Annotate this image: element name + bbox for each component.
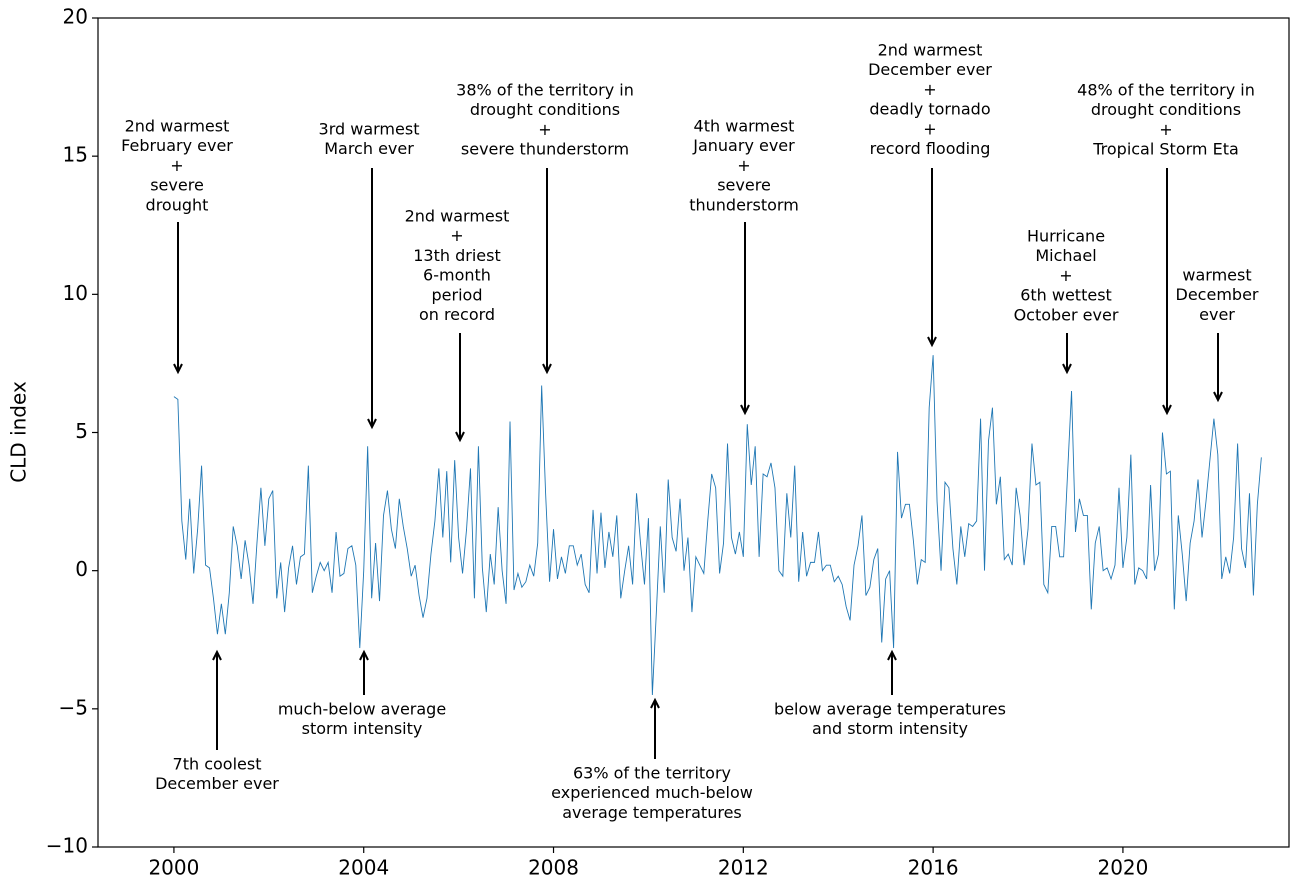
arrow-head (740, 404, 750, 416)
x-tick-label: 2008 (528, 856, 579, 880)
y-tick-label: −10 (46, 834, 88, 858)
x-tick-label: 2000 (148, 856, 199, 880)
annotation-text: 2nd warmest (125, 117, 230, 136)
arrow-head (1062, 363, 1072, 375)
annotation-text: severe (150, 176, 204, 195)
arrow-head (367, 418, 377, 430)
arrow-head (542, 363, 552, 375)
y-tick-label: 20 (63, 5, 88, 29)
arrow-head (359, 649, 369, 661)
arrow-head (212, 649, 222, 661)
annotation-text: period (432, 285, 483, 304)
annotation-text: below average temperatures (774, 700, 1006, 719)
annotation-text: + (923, 119, 936, 138)
annotation-text: + (1159, 120, 1172, 139)
annotation-text: Tropical Storm Eta (1092, 140, 1239, 159)
y-tick-label: 0 (75, 557, 88, 581)
annotation-text: 7th coolest (173, 755, 262, 774)
annotation-text: severe thunderstorm (461, 140, 629, 159)
plot-frame (97, 17, 1290, 848)
annotation-text: Michael (1035, 246, 1096, 265)
annotation-text: 63% of the territory (573, 764, 731, 783)
arrow-head (887, 649, 897, 661)
annotation-text: February ever (121, 136, 233, 155)
annotation-text: on record (419, 305, 495, 324)
annotation-text: 2nd warmest (405, 207, 510, 226)
annotation-text: drought (146, 195, 209, 214)
arrow-head (455, 431, 465, 443)
annotation-text: deadly tornado (869, 100, 990, 119)
annotation-text: + (538, 120, 551, 139)
annotation-text: record flooding (870, 139, 991, 158)
annotation-text: and storm intensity (812, 719, 968, 738)
arrow-head (1213, 391, 1223, 403)
annotation-text: 48% of the territory in (1077, 81, 1255, 100)
x-tick-label: 2012 (718, 856, 769, 880)
annotation-text: + (1059, 266, 1072, 285)
annotation-text: October ever (1014, 305, 1119, 324)
annotation-text: + (923, 80, 936, 99)
annotation-text: thunderstorm (689, 195, 799, 214)
arrow-head (1162, 404, 1172, 416)
annotation-text: average temperatures (562, 803, 742, 822)
data-line (173, 355, 1262, 696)
x-tick-label: 2020 (1097, 856, 1148, 880)
y-tick-label: −5 (59, 695, 88, 719)
arrow-head (173, 363, 183, 375)
annotation-text: December ever (868, 60, 992, 79)
annotation-text: ever (1199, 305, 1235, 324)
annotation-text: 2nd warmest (878, 41, 983, 60)
annotation-text: drought conditions (1091, 100, 1241, 119)
annotation-text: experienced much-below (551, 783, 753, 802)
annotation-text: 3rd warmest (319, 120, 420, 139)
arrow-head (927, 336, 937, 348)
x-tick-label: 2016 (908, 856, 959, 880)
annotation-text: Hurricane (1027, 227, 1105, 246)
y-axis-label: CLD index (7, 381, 31, 483)
annotation-text: December (1176, 285, 1259, 304)
annotation-text: much-below average (278, 700, 446, 719)
annotation-text: warmest (1182, 266, 1251, 285)
annotation-text: January ever (692, 136, 795, 155)
x-tick-label: 2004 (338, 856, 389, 880)
annotation-text: + (170, 156, 183, 175)
y-tick-label: 5 (75, 419, 88, 443)
y-tick-label: 10 (63, 281, 88, 305)
annotation-text: 38% of the territory in (456, 81, 634, 100)
annotation-text: March ever (324, 139, 414, 158)
arrow-head (650, 697, 660, 709)
annotation-text: storm intensity (302, 719, 423, 738)
annotation-text: + (450, 226, 463, 245)
annotation-text: 4th warmest (694, 117, 795, 136)
annotation-text: severe (717, 176, 771, 195)
annotation-text: December ever (155, 774, 279, 793)
annotation-text: 6th wettest (1020, 286, 1112, 305)
y-tick-label: 15 (63, 143, 88, 167)
annotation-text: 13th driest (413, 246, 501, 265)
annotation-text: 6-month (423, 266, 491, 285)
annotation-text: drought conditions (470, 100, 620, 119)
annotation-text: + (737, 156, 750, 175)
